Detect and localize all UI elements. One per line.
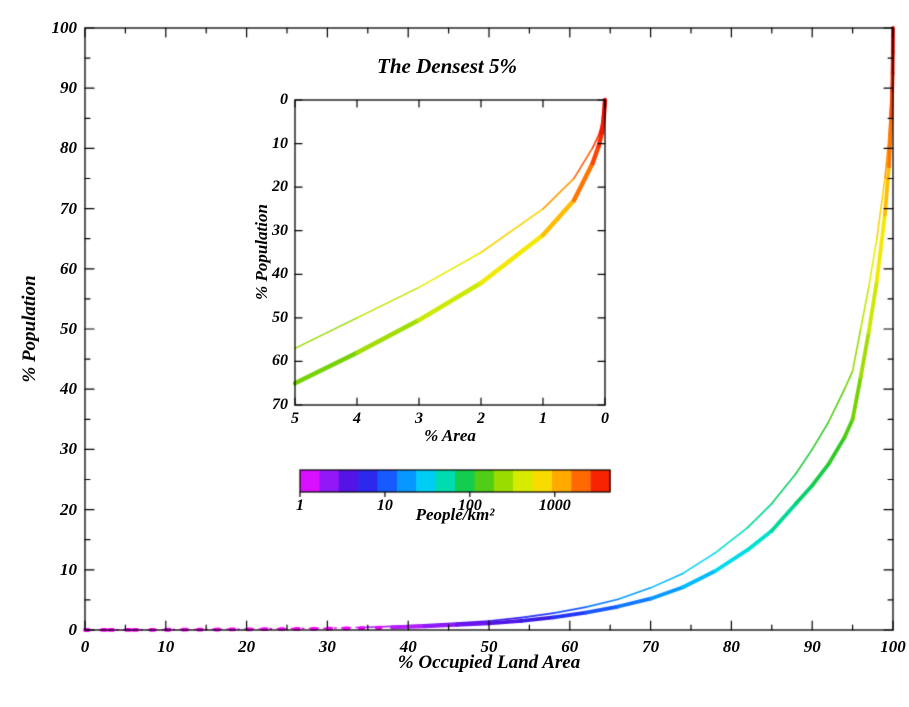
chart-canvas	[0, 0, 909, 707]
density-lorenz-chart: % Occupied Land Area % Population The De…	[0, 0, 909, 707]
